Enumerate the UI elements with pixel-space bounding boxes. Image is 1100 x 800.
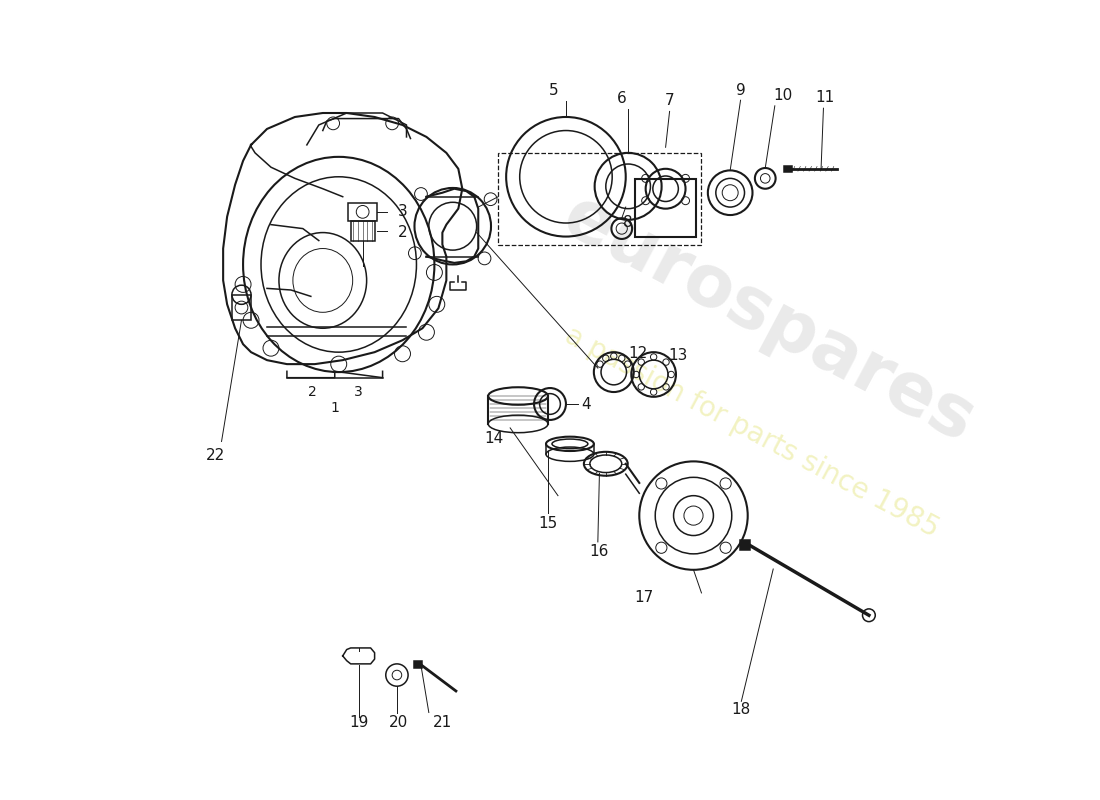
Text: 15: 15: [539, 516, 558, 531]
Text: 6: 6: [617, 91, 627, 106]
Text: 11: 11: [815, 90, 835, 105]
Text: 8: 8: [624, 214, 632, 230]
Bar: [739, 540, 750, 550]
Bar: [636, 179, 696, 237]
Text: 19: 19: [349, 715, 368, 730]
Text: 9: 9: [737, 83, 746, 98]
Text: 3: 3: [397, 203, 407, 218]
Text: 21: 21: [432, 715, 452, 730]
Text: 7: 7: [664, 93, 674, 108]
Bar: [414, 662, 421, 668]
Text: 4: 4: [581, 398, 591, 412]
Bar: [783, 166, 792, 172]
Text: 17: 17: [635, 590, 653, 606]
Text: 18: 18: [732, 702, 751, 717]
Text: 10: 10: [773, 88, 792, 103]
Text: 1: 1: [330, 401, 339, 415]
Bar: [498, 153, 702, 245]
Text: 2: 2: [308, 385, 317, 399]
Bar: [232, 294, 251, 320]
Text: a passion for parts since 1985: a passion for parts since 1985: [560, 321, 944, 542]
Bar: [349, 203, 377, 221]
Text: 12: 12: [628, 346, 647, 362]
Text: eurospares: eurospares: [551, 182, 987, 458]
Text: 14: 14: [485, 430, 504, 446]
Text: 16: 16: [590, 544, 609, 559]
Text: 2: 2: [398, 225, 407, 240]
Text: 3: 3: [354, 385, 363, 399]
Text: 5: 5: [549, 83, 559, 98]
Text: 20: 20: [389, 715, 408, 730]
Text: 22: 22: [206, 448, 224, 463]
Bar: [351, 221, 375, 241]
Text: 13: 13: [668, 348, 688, 363]
